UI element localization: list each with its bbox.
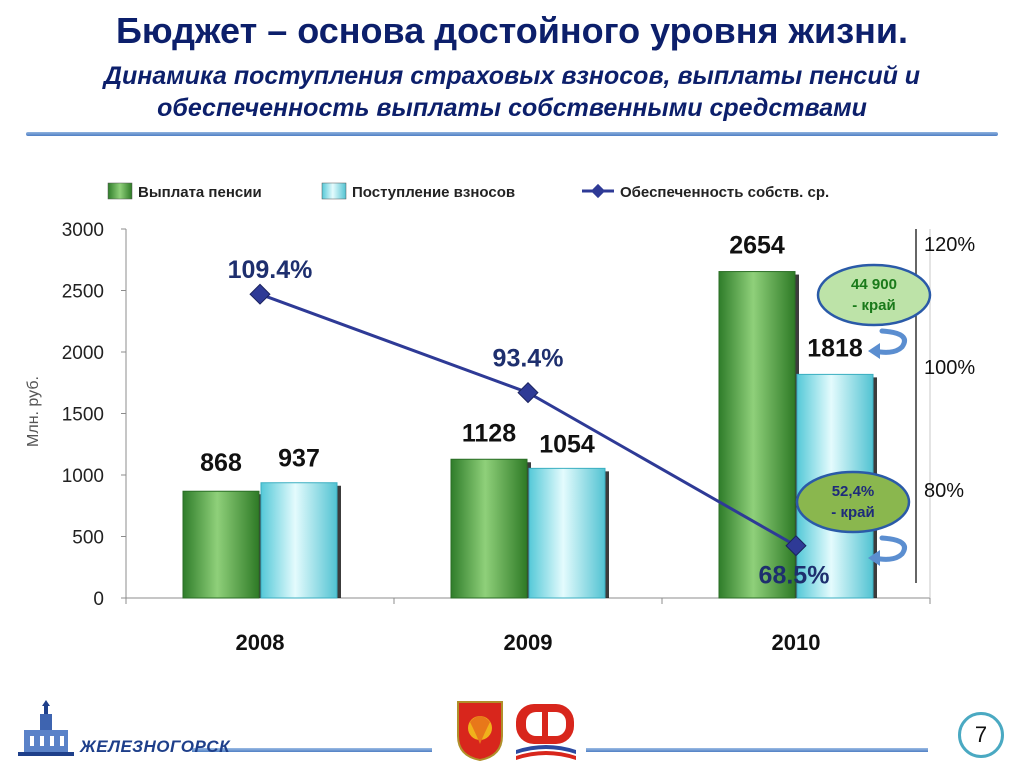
bar-pension-2008 <box>182 490 260 599</box>
subtitle-line-1: Динамика поступления страховых взносов, … <box>103 62 921 90</box>
page-number: 7 <box>958 712 1004 758</box>
city-logo-text: ЖЕЛЕЗНОГОРСК <box>80 737 231 756</box>
legend-swatch <box>107 182 133 200</box>
annotation-line-1: 52,4% <box>832 483 875 500</box>
line-data-label: 68.5% <box>759 562 830 590</box>
curved-arrow-head-icon <box>868 550 880 566</box>
chart-annotations: 44 900 - край 52,4% - край <box>795 263 932 566</box>
bar-data-label: 1128 <box>462 419 516 447</box>
y-tick-label: 2500 <box>62 282 104 303</box>
pension-fund-logo-icon <box>516 704 576 760</box>
annotation-line-2: - край <box>831 504 874 521</box>
line-data-label: 109.4% <box>228 256 313 284</box>
chart-line-series: 109.4% 93.4% 68.5% <box>228 256 830 590</box>
bar-data-label: 868 <box>200 449 242 477</box>
bar-data-label: 937 <box>278 445 320 473</box>
legend-label: Обеспеченность собств. ср. <box>620 184 829 201</box>
curved-arrow-icon <box>871 328 907 355</box>
x-tick-label: 2008 <box>236 630 285 655</box>
bar-data-label: 1818 <box>807 334 863 362</box>
chart-bars: 868 1128 2654 937 1054 1818 <box>182 232 877 599</box>
y2-tick-label: 120% <box>924 234 975 256</box>
legend-marker <box>590 183 606 199</box>
y-tick-label: 1500 <box>62 405 104 426</box>
bar-contributions-2009 <box>528 467 606 599</box>
bar-pension-2009 <box>450 458 528 599</box>
y-tick-label: 3000 <box>62 220 104 241</box>
y2-tick-label: 100% <box>924 357 975 379</box>
curved-arrow-icon <box>871 535 907 562</box>
legend-label: Поступление взносов <box>352 184 515 201</box>
footer-rule-right <box>586 748 928 752</box>
line-point-marker <box>517 381 539 404</box>
bar-data-label: 1054 <box>539 430 595 458</box>
bar-pension-2010 <box>718 271 796 599</box>
y2-tick-label: 80% <box>924 480 964 502</box>
y-tick-label: 0 <box>93 589 104 610</box>
line-point-marker <box>785 535 807 557</box>
page-title: Бюджет – основа достойного уровня жизни. <box>116 10 908 51</box>
page-subtitle: Динамика поступления страховых взносов, … <box>60 60 964 124</box>
y-tick-label: 1000 <box>62 466 104 487</box>
line-data-label: 93.4% <box>493 345 564 373</box>
subtitle-line-2: обеспеченность выплаты собственными сред… <box>157 94 867 122</box>
y-axis-title: Млн. руб. <box>25 376 42 447</box>
legend-label: Выплата пенсии <box>138 184 262 201</box>
curved-arrow-head-icon <box>868 343 880 359</box>
annotation-line-2: - край <box>852 297 895 314</box>
bar-data-label: 2654 <box>729 232 785 260</box>
city-emblem-icon <box>18 700 74 756</box>
annotation-oval <box>816 263 932 327</box>
footer-rule-left <box>192 748 432 752</box>
chart-legend: Выплата пенсии Поступление взносов Обеспеч… <box>107 182 829 201</box>
line-point-marker <box>249 283 271 305</box>
title-divider <box>26 132 998 136</box>
x-tick-label: 2009 <box>504 630 553 655</box>
bar-contributions-2008 <box>260 482 338 599</box>
coat-of-arms-icon <box>457 701 503 762</box>
x-tick-label: 2010 <box>772 630 821 655</box>
y-tick-label: 500 <box>72 528 104 549</box>
annotation-line-1: 44 900 <box>851 276 897 293</box>
y-tick-label: 2000 <box>62 343 104 364</box>
legend-swatch <box>321 182 347 200</box>
annotation-oval <box>795 470 911 534</box>
combo-chart: Выплата пенсии Поступление взносов Обеспеч… <box>25 182 975 655</box>
